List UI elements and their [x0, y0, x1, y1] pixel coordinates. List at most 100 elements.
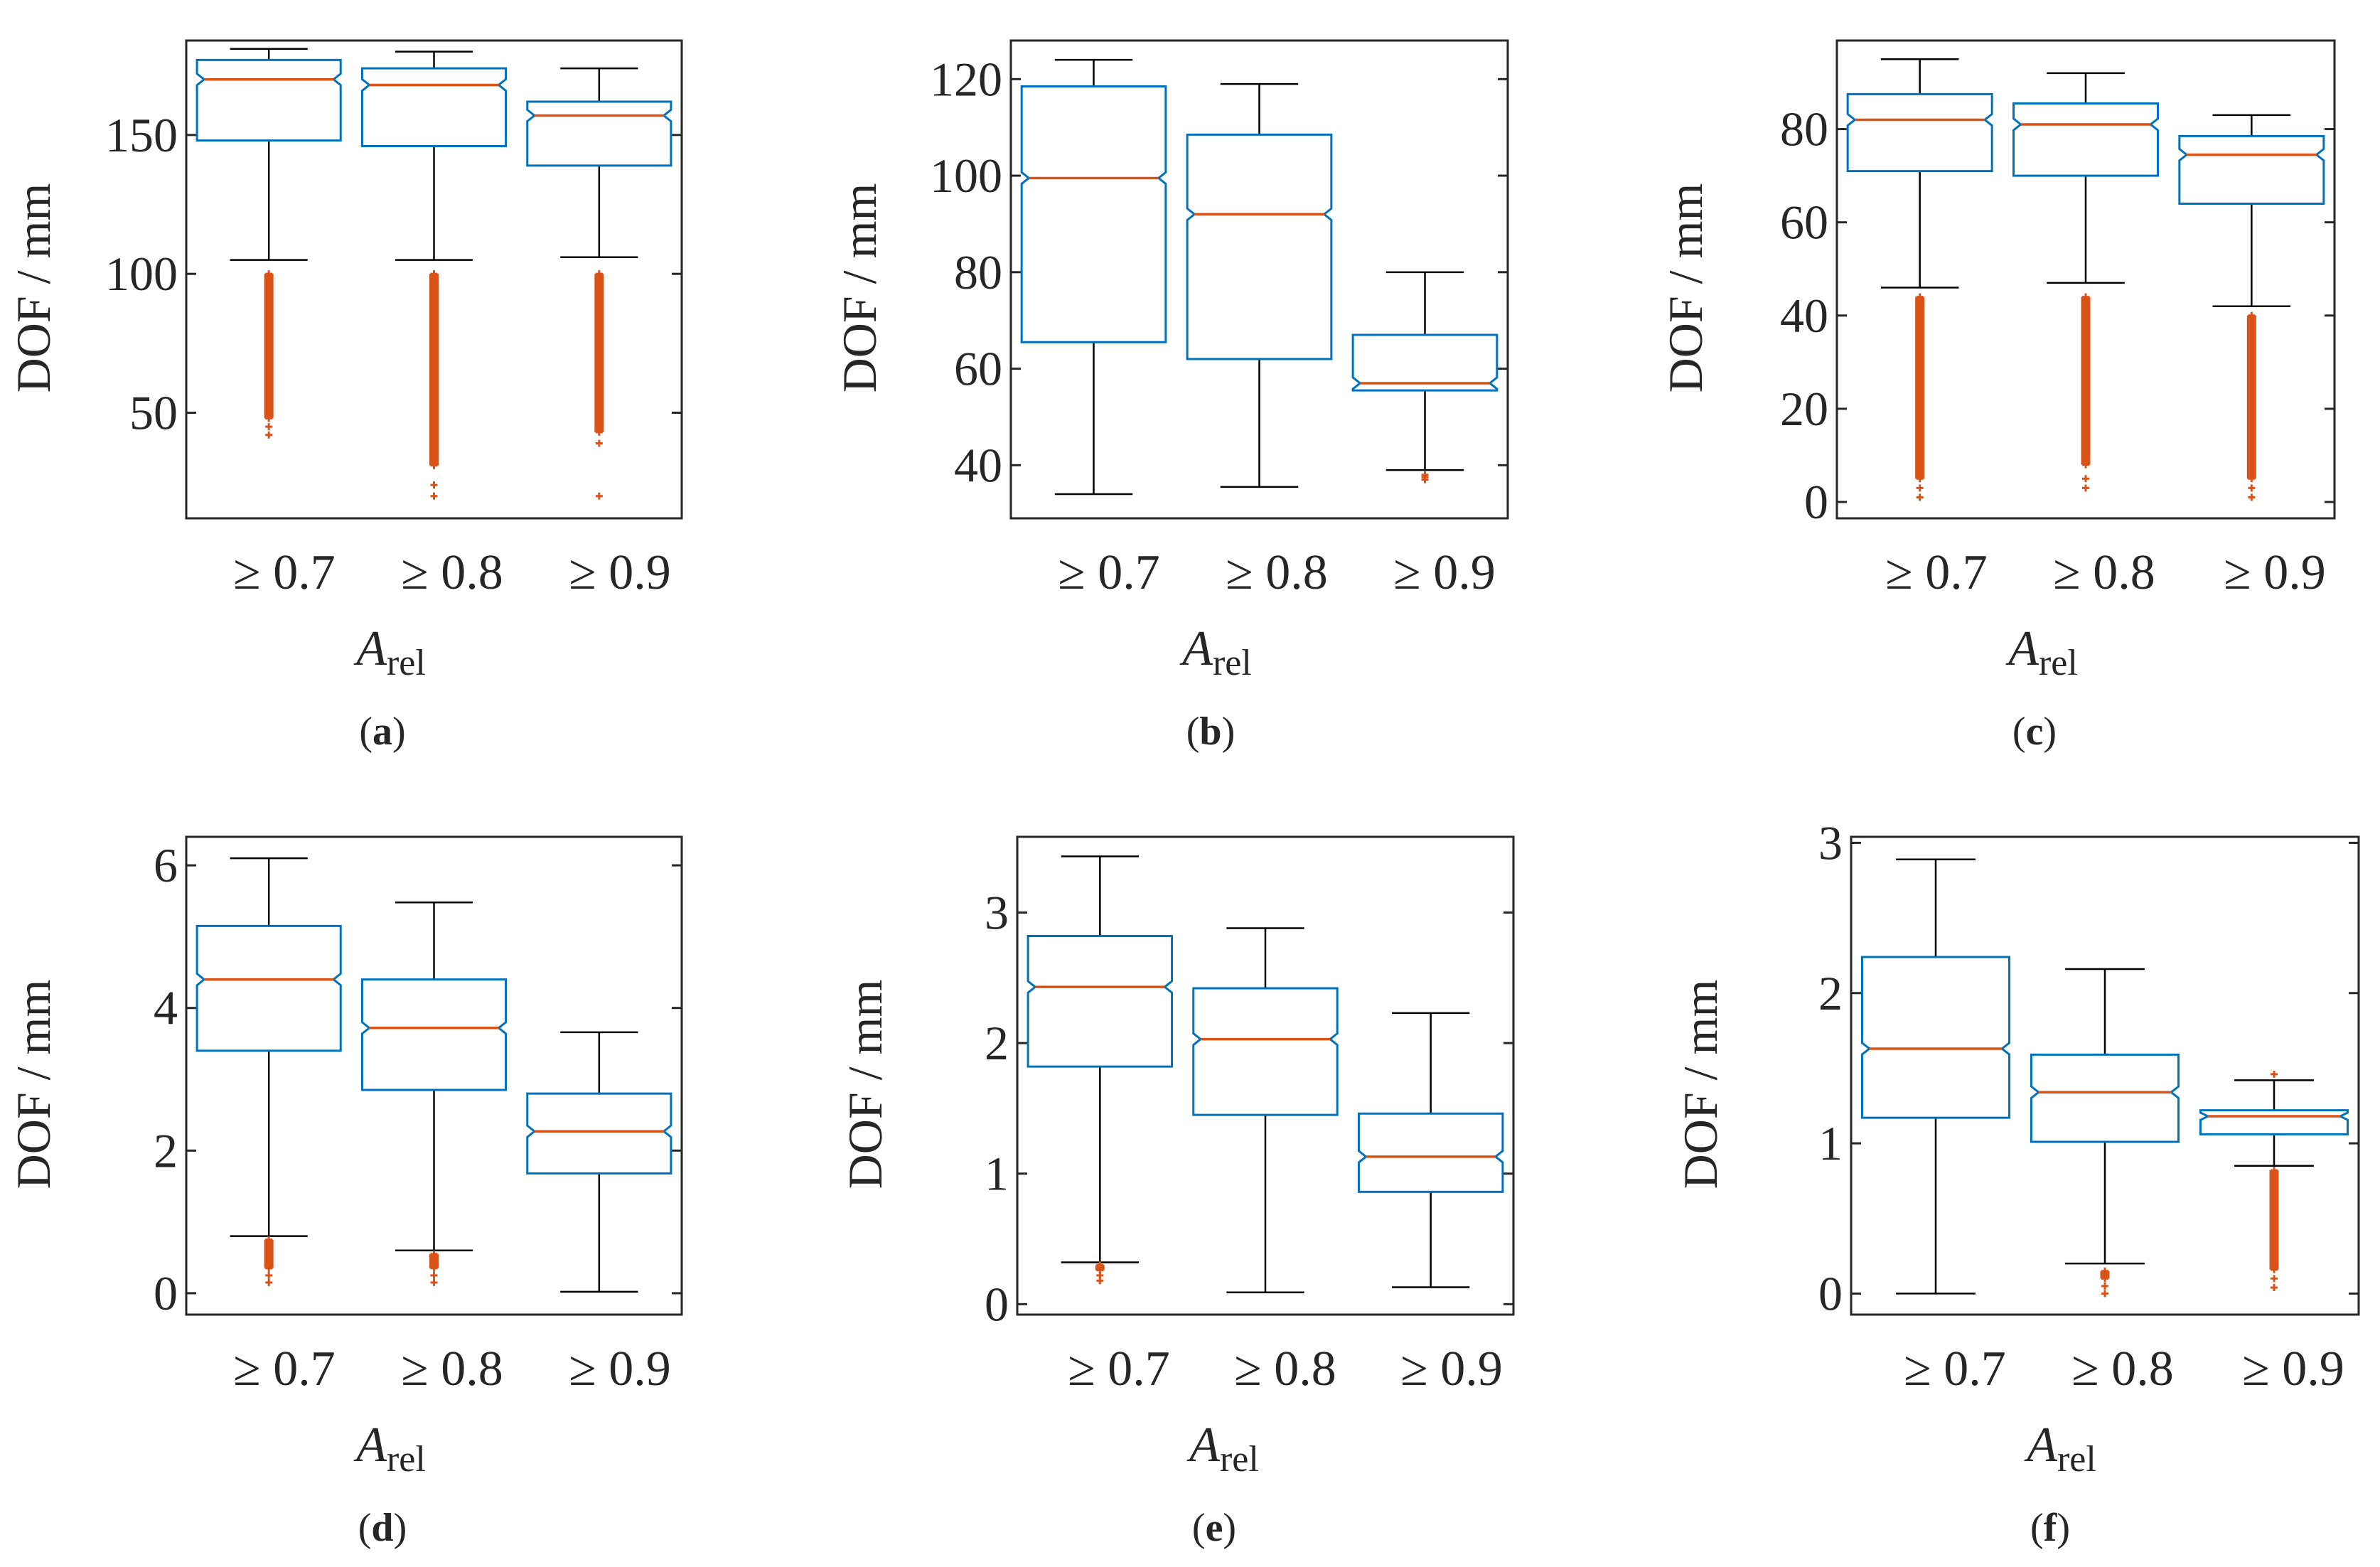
x-tick-label: ≥ 0.9 [2224, 545, 2325, 600]
y-tick-label: 0 [154, 1266, 178, 1320]
axes-frame [1835, 39, 2336, 520]
boxes [1026, 855, 1504, 1294]
x-axis-label-main: A [1186, 1418, 1220, 1472]
outlier-point [430, 381, 438, 389]
outlier-point [430, 395, 438, 402]
box [360, 67, 508, 147]
outlier-point [265, 1257, 273, 1265]
panel-letter: f [2044, 1506, 2058, 1550]
outlier-point [265, 1278, 273, 1286]
outlier-point [2082, 461, 2089, 469]
box [1846, 92, 1993, 173]
outlier-point [265, 381, 273, 389]
panel-d: DOF / mm 0 2 4 6 ≥ 0.7 ≥ 0.8 ≥ 0.9 Arel (d) [6, 835, 683, 1550]
outlier-point [265, 353, 273, 361]
outlier-point [2101, 1267, 2108, 1275]
outlier-point [1421, 471, 1429, 478]
outlier-point [595, 439, 603, 447]
x-tick-label: ≥ 0.8 [401, 545, 503, 600]
x-axis-label-sub: rel [1220, 1439, 1259, 1480]
outlier-point [2271, 1202, 2278, 1210]
box [2030, 1053, 2180, 1143]
outlier-point [265, 270, 273, 278]
x-tick-labels: ≥ 0.7 ≥ 0.8 ≥ 0.9 [1068, 1342, 1502, 1396]
outlier-point [265, 392, 273, 400]
y-tick-label: 150 [105, 108, 178, 162]
outlier-point [265, 339, 273, 347]
y-axis-label: DOF / mm [1673, 980, 1727, 1189]
outlier-point [595, 367, 603, 375]
x-tick-label: ≥ 0.7 [233, 1342, 335, 1396]
axes-frame [1009, 39, 1509, 520]
outlier-point [265, 1271, 273, 1279]
y-tick-label: 6 [154, 838, 178, 892]
outlier-point [2248, 442, 2256, 450]
outlier-point [595, 353, 603, 361]
outlier-point [430, 367, 438, 375]
outlier-point [595, 298, 603, 306]
x-axis-label: Arel [353, 621, 426, 683]
x-axis-label-sub: rel [387, 643, 426, 683]
x-tick-labels: ≥ 0.7 ≥ 0.8 ≥ 0.9 [1885, 545, 2325, 600]
x-tick-label: ≥ 0.9 [2242, 1342, 2344, 1396]
y-tick-label: 50 [129, 386, 178, 440]
outlier-point [430, 428, 438, 436]
x-tick-label: ≥ 0.9 [569, 545, 670, 600]
outlier-point [1916, 493, 1924, 501]
y-tick-label: 100 [930, 149, 1002, 203]
boxes [1860, 858, 2349, 1298]
outlier-point [430, 270, 438, 278]
outlier-point [595, 417, 603, 425]
x-tick-label: ≥ 0.7 [1058, 545, 1159, 600]
y-tick-label: 3 [1818, 815, 1843, 870]
x-axis-label-sub: rel [2057, 1439, 2096, 1480]
y-tick-label: 100 [105, 247, 178, 301]
x-tick-label: ≥ 0.8 [2071, 1342, 2173, 1396]
outlier-point [2271, 1221, 2278, 1229]
outlier-point [1916, 382, 1924, 390]
y-ticks: 0 1 2 3 [985, 885, 1513, 1331]
outlier-point [430, 492, 438, 500]
outlier-point [430, 1264, 438, 1272]
x-axis-label-main: A [2005, 621, 2039, 676]
x-axis-label-main: A [2024, 1418, 2057, 1472]
x-axis-label-main: A [353, 621, 387, 676]
panel-letter: d [371, 1506, 393, 1550]
x-tick-label: ≥ 0.7 [233, 545, 335, 600]
outlier-point [430, 326, 438, 333]
panel-caption: (e) [1192, 1506, 1236, 1550]
outlier-point [430, 353, 438, 361]
panel-caption: (b) [1186, 710, 1235, 754]
outlier-point [265, 415, 273, 422]
box [195, 58, 342, 142]
x-tick-label: ≥ 0.8 [401, 1342, 503, 1396]
boxes [195, 857, 672, 1293]
outlier-point [2082, 405, 2089, 412]
box [1351, 333, 1499, 392]
box [1860, 956, 2011, 1119]
y-axis-label: DOF / mm [6, 183, 60, 393]
outlier-point [430, 311, 438, 319]
outlier-point [265, 284, 273, 292]
outlier-point [430, 1250, 438, 1258]
panel-a: DOF / mm 50 100 150 ≥ 0.7 ≥ 0.8 ≥ 0.9 Arel… [6, 39, 683, 754]
x-axis-label-main: A [1179, 621, 1213, 676]
x-tick-label: ≥ 0.7 [1904, 1342, 2005, 1396]
outlier-point [2248, 493, 2256, 501]
outlier-point [2248, 311, 2256, 319]
y-ticks: 40 60 80 100 120 [930, 52, 1508, 492]
y-axis-label: DOF / mm [838, 980, 892, 1189]
panel-letter: a [372, 710, 392, 754]
outlier-point [595, 409, 603, 417]
outlier-point [595, 395, 603, 402]
x-tick-labels: ≥ 0.7 ≥ 0.8 ≥ 0.9 [233, 1342, 670, 1396]
y-tick-label: 2 [1818, 966, 1843, 1020]
outlier-point [265, 1243, 273, 1251]
outlier-point [595, 311, 603, 319]
box [526, 100, 672, 167]
outlier-point [430, 409, 438, 417]
outlier-point [2082, 484, 2089, 492]
x-tick-labels: ≥ 0.7 ≥ 0.8 ≥ 0.9 [1058, 545, 1495, 600]
y-tick-label: 0 [1804, 475, 1828, 529]
